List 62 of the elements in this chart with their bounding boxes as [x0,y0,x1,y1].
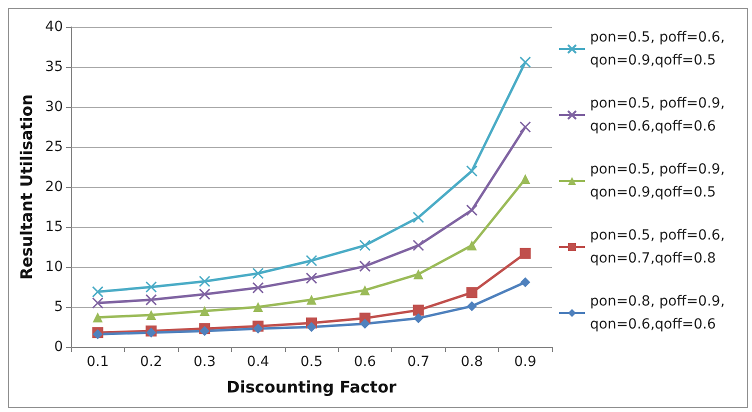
x-tick-label: 0.3 [193,354,216,370]
point [466,165,478,177]
point [253,302,264,312]
y-tick-label: 20 [45,179,63,195]
y-tick-label: 40 [45,19,63,35]
x-tick-label: 0.1 [86,354,109,370]
point [145,281,157,293]
y-tick-label: 15 [45,219,63,235]
point [92,312,103,322]
x-tick-label: 0.7 [407,354,430,370]
y-tick-label: 5 [54,299,63,315]
x-tick-label: 0.5 [300,354,323,370]
point [200,326,210,336]
x-tick-label: 0.4 [246,354,270,370]
point [359,260,371,272]
point [306,254,318,266]
point [200,306,210,316]
point [412,304,424,316]
point [520,121,532,133]
point [412,212,424,224]
point [92,297,104,309]
point [359,240,371,252]
x-tick-label: 0.8 [460,354,483,370]
point [520,174,530,184]
point [412,240,424,252]
legend-label: pon=0.5, poff=0.9, qon=0.6,qoff=0.6 [590,96,730,134]
point [360,318,370,329]
x-tick-label: 0.9 [514,354,536,370]
point [252,268,264,280]
point [520,248,531,259]
legend-label: pon=0.5, poff=0.6, qon=0.9,qoff=0.5 [590,30,730,68]
y-tick-label: 10 [45,259,63,275]
point [466,204,478,216]
point [520,277,530,288]
point [413,269,424,280]
point [252,282,264,294]
x-axis-title: Discounting Factor [226,378,397,396]
point [466,240,477,250]
point [306,322,316,332]
y-tick-label: 25 [45,139,63,155]
point [466,287,478,298]
point [413,313,424,324]
legend-label: pon=0.5, poff=0.6, qon=0.7,qoff=0.8 [590,228,730,266]
x-tick-label: 0.6 [354,354,376,370]
y-tick-label: 30 [45,99,63,115]
point [306,294,316,305]
point [92,286,104,298]
point [306,272,318,284]
y-tick-label: 35 [45,59,63,75]
point [360,285,370,296]
point [145,294,157,306]
point [198,288,210,300]
y-tick-label: 0 [54,339,63,355]
point [146,310,156,320]
point [466,301,477,312]
legend-label: pon=0.5, poff=0.9, qon=0.9,qoff=0.5 [590,162,730,200]
y-axis-title: Resultant Utilisation [16,94,36,280]
point [198,276,210,288]
point [520,56,532,68]
legend-label: pon=0.8, poff=0.9, qon=0.6,qoff=0.6 [590,294,730,332]
point [253,324,264,334]
x-tick-label: 0.2 [140,354,162,370]
